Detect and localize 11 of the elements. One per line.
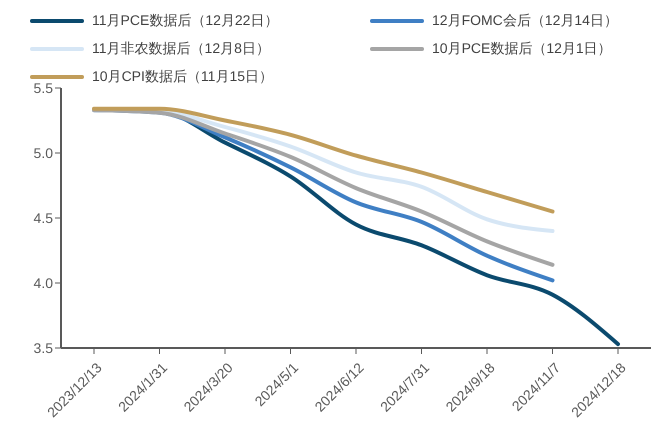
legend-label: 11月非农数据后（12月8日） [92, 40, 270, 58]
y-tick-label: 5.0 [34, 144, 54, 161]
legend-label: 12月FOMC会后（12月14日） [432, 12, 618, 30]
y-tick-label: 4.5 [34, 210, 54, 226]
legend-label: 11月PCE数据后（12月22日） [92, 12, 278, 30]
legend-label: 10月CPI数据后（11月15日） [92, 68, 274, 86]
y-tick-label: 3.5 [34, 340, 54, 356]
line-series [92, 106, 554, 214]
y-tick-label: 4.0 [34, 274, 54, 291]
legend-label: 10月PCE数据后（12月1日） [432, 40, 612, 58]
y-tick-label: 5.5 [34, 80, 54, 96]
